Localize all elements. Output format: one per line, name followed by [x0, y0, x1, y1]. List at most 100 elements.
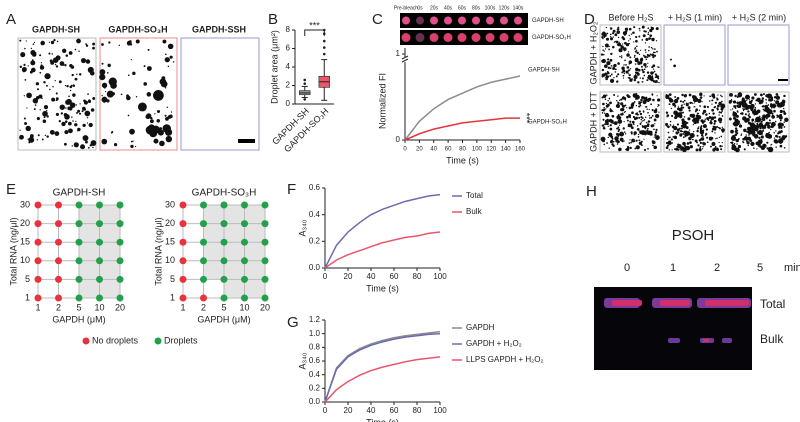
- droplet: [678, 107, 683, 112]
- droplet: [683, 99, 686, 102]
- droplet: [51, 97, 56, 102]
- droplet: [720, 111, 723, 114]
- droplet: [154, 113, 156, 115]
- droplet-region: [99, 260, 120, 280]
- droplet: [624, 59, 626, 62]
- droplet: [26, 92, 32, 99]
- droplet: [775, 134, 778, 138]
- droplet: [601, 124, 604, 127]
- droplet: [657, 66, 660, 69]
- droplet: [618, 128, 621, 131]
- droplet: [750, 132, 752, 135]
- droplet: [683, 103, 686, 105]
- droplet: [170, 111, 173, 113]
- droplet: [650, 71, 654, 75]
- droplet: [638, 101, 640, 103]
- droplet: [773, 100, 776, 102]
- y-tick-label: 1: [170, 292, 175, 302]
- droplet: [667, 131, 670, 134]
- droplet: [80, 144, 86, 150]
- gel-title: PSOH: [672, 227, 715, 244]
- droplet: [647, 33, 650, 36]
- droplet: [754, 106, 757, 109]
- droplet: [699, 141, 702, 145]
- droplet: [686, 135, 688, 137]
- droplet: [637, 81, 640, 84]
- droplet: [731, 108, 734, 110]
- droplet: [771, 114, 774, 117]
- droplet: [55, 92, 58, 95]
- droplet: [651, 93, 654, 96]
- droplet: [653, 109, 658, 114]
- droplet: [615, 75, 618, 78]
- droplet: [88, 122, 93, 128]
- droplet: [628, 40, 630, 42]
- droplet: [687, 102, 689, 104]
- droplet: [689, 113, 693, 118]
- droplet: [635, 98, 637, 100]
- droplet: [67, 121, 72, 126]
- droplet: [670, 125, 672, 127]
- y-axis-label: Total RNA (ng/μl): [153, 217, 163, 285]
- droplet: [705, 128, 709, 131]
- droplet: [617, 105, 620, 109]
- droplet: [746, 141, 750, 145]
- droplet: [85, 43, 87, 45]
- droplet: [645, 51, 647, 53]
- droplet: [607, 136, 609, 139]
- scale-bar: [778, 79, 788, 81]
- droplet: [635, 35, 638, 39]
- droplet: [640, 144, 643, 147]
- droplet: [776, 116, 778, 119]
- droplet: [649, 34, 652, 37]
- droplet: [656, 95, 658, 97]
- droplet: [708, 112, 711, 115]
- droplet: [646, 66, 648, 68]
- droplet: [783, 126, 786, 128]
- droplet: [628, 34, 630, 37]
- droplet: [606, 94, 608, 96]
- droplet: [774, 139, 779, 144]
- panel-label: G: [287, 314, 299, 331]
- annotation: ***: [522, 113, 532, 124]
- droplet: [628, 114, 632, 118]
- droplet: [715, 127, 717, 129]
- y-tick-label: 0.2: [309, 383, 321, 392]
- droplet: [106, 90, 114, 98]
- droplet: [740, 133, 743, 135]
- droplet: [714, 145, 717, 148]
- droplet: [639, 58, 644, 62]
- droplet: [623, 72, 626, 75]
- droplet: [697, 98, 702, 103]
- droplet: [655, 128, 658, 131]
- timepoint: 0s: [417, 5, 423, 11]
- droplet: [28, 141, 31, 144]
- droplet: [641, 96, 644, 99]
- y-axis-label: A₃₄₀: [297, 352, 307, 369]
- droplet: [111, 130, 114, 134]
- droplet: [25, 40, 27, 42]
- droplet: [617, 119, 623, 124]
- droplet: [608, 115, 610, 117]
- droplet: [670, 107, 673, 110]
- droplet: [695, 148, 699, 152]
- droplet: [35, 82, 40, 86]
- droplet: [87, 99, 92, 103]
- droplet: [618, 48, 623, 53]
- panel-label: H: [586, 183, 597, 200]
- y-tick-label: 0.0: [309, 397, 321, 406]
- droplet: [631, 102, 635, 106]
- droplet: [165, 135, 173, 143]
- droplet: [643, 118, 646, 121]
- droplet: [761, 97, 765, 100]
- droplet: [625, 30, 628, 33]
- legend-label: GAPDH: [466, 323, 495, 332]
- droplet: [665, 111, 669, 114]
- droplet: [28, 136, 35, 143]
- condition-point: [241, 257, 248, 265]
- droplet: [765, 113, 771, 118]
- frap-droplet: [430, 16, 438, 25]
- droplet: [69, 64, 73, 68]
- droplet: [127, 74, 130, 77]
